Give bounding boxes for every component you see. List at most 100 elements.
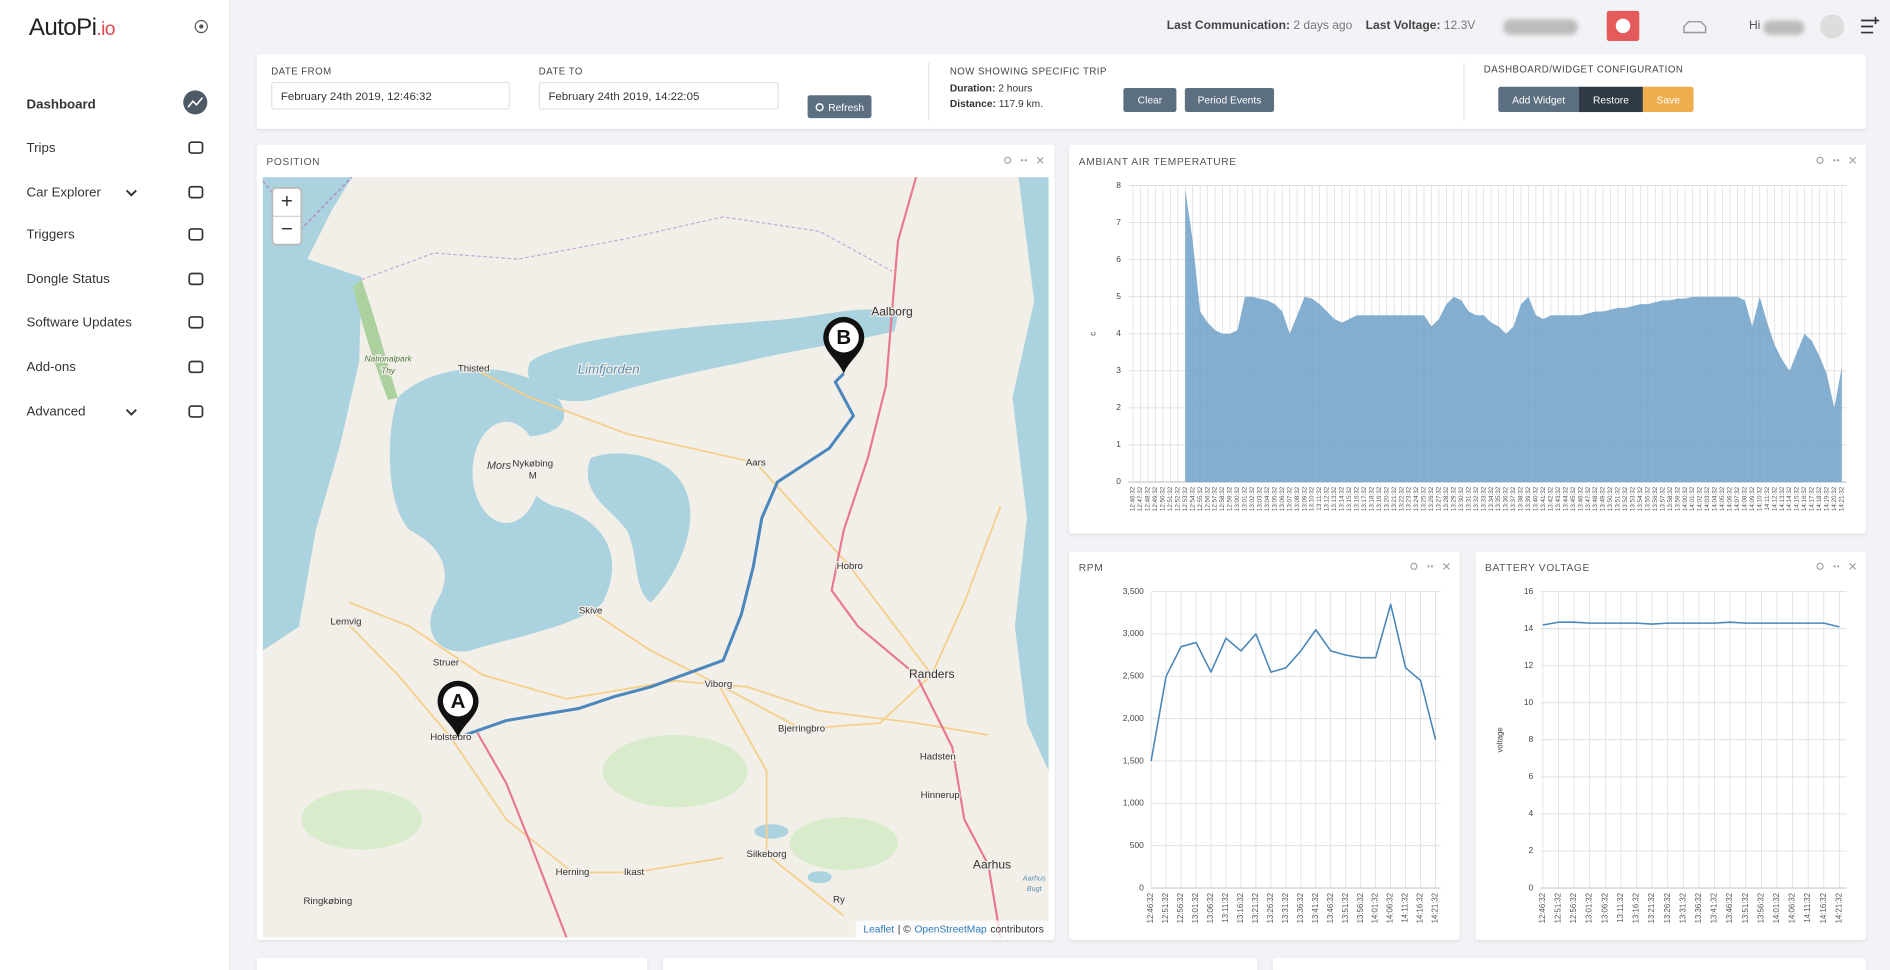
date-to-label: DATE TO (538, 66, 583, 78)
separator (1463, 62, 1465, 121)
forest (602, 735, 748, 808)
sidebar (0, 0, 230, 970)
place-label: Nationalpark (364, 353, 412, 363)
duration: Duration: 2 hours (950, 82, 1033, 94)
battery-widget (1475, 551, 1866, 940)
menu-button (1861, 16, 1880, 34)
national-park (353, 279, 398, 401)
greeting: Hi (1748, 19, 1761, 33)
place-label: Skive (579, 605, 603, 616)
place-label: Hobro (837, 561, 863, 572)
save-button[interactable]: Save (1642, 86, 1694, 113)
place-label: Thisted (458, 363, 490, 374)
place-label: Silkeborg (747, 849, 787, 860)
sea (262, 177, 362, 651)
attribution-part[interactable]: Leaflet (863, 924, 894, 935)
menu-item[interactable]: Advanced (26, 404, 86, 420)
menu-item[interactable]: Dongle Status (26, 272, 110, 287)
add-widget-button[interactable]: Add Widget (1498, 86, 1580, 113)
place-label: Ringkøbing (304, 896, 353, 907)
attribution: Leaflet | © OpenStreetMap contributors (863, 924, 1043, 935)
lake (754, 824, 789, 839)
attribution-part[interactable]: OpenStreetMap (914, 924, 987, 935)
zoom-out[interactable]: − (281, 218, 293, 241)
widget (256, 957, 648, 970)
road (717, 505, 1002, 730)
fjord (527, 309, 898, 402)
logo[interactable]: AutoPi.io (29, 14, 116, 42)
menu-item[interactable]: Triggers (26, 227, 75, 243)
date-from-label: DATE FROM (271, 66, 332, 78)
menu-item[interactable]: Add-ons (26, 360, 76, 375)
place-label: Lemvig (330, 616, 361, 627)
button-label: Save (1656, 93, 1680, 106)
route (457, 372, 855, 739)
place-label: Aars (746, 457, 766, 468)
value: 12.3V (1443, 19, 1476, 33)
menu-item[interactable]: Car Explorer (26, 185, 101, 201)
road (590, 610, 845, 917)
label: Distance: (949, 97, 996, 110)
motorway (830, 177, 1002, 938)
forest (301, 789, 422, 850)
place-label: Hadsten (920, 751, 956, 762)
trip-title: NOW SHOWING SPECIFIC TRIP (949, 66, 1107, 78)
map[interactable]: Aalborg Thisted Limfjorden Nationalpark Thy M… (262, 177, 1049, 938)
date-to-input[interactable]: February 24th 2019, 14:22:05 (538, 81, 779, 110)
restore-button[interactable]: Restore (1579, 86, 1643, 113)
widget-title: BATTERY VOLTAGE (1485, 561, 1590, 574)
refresh-icon (815, 102, 824, 111)
button-label: Period Events (1197, 93, 1262, 107)
date-from-input[interactable]: February 24th 2019, 12:46:32 (271, 81, 510, 110)
blurred-device[interactable] (1503, 19, 1578, 35)
place-label: Mors (487, 460, 512, 472)
menu-item[interactable]: Software Updates (26, 315, 132, 331)
widget-title: AMBIANT AIR TEMPERATURE (1078, 155, 1237, 168)
widget (662, 957, 1258, 970)
place-label: Struer (433, 657, 460, 668)
period-events-button[interactable]: Period Events (1184, 87, 1275, 113)
marker-inner (828, 322, 859, 353)
place-label: Holstebro (430, 732, 471, 743)
value: 2 days ago (1293, 19, 1353, 33)
marker-letter: B (836, 326, 851, 349)
place-label: Viborg (705, 679, 733, 690)
value: 117.9 km. (998, 97, 1044, 110)
car-icon (1683, 20, 1707, 34)
lake (807, 871, 832, 884)
border (361, 216, 893, 281)
menu-item[interactable]: Dashboard (26, 97, 96, 113)
place-label: Ikast (624, 867, 645, 878)
avatar (1820, 14, 1845, 39)
marker-inner (442, 686, 474, 717)
widget-title: RPM (1078, 561, 1104, 574)
zoom-in[interactable]: + (281, 190, 293, 213)
attribution-part: contributors (990, 924, 1043, 935)
clear-button[interactable]: Clear (1123, 87, 1177, 113)
marker-letter: A (451, 690, 466, 713)
sea (1012, 177, 1049, 772)
last-voltage: Last Voltage: 12.3V (1366, 19, 1476, 32)
label: Duration: (949, 81, 996, 94)
logo-suffix: .io (96, 19, 115, 40)
button-label: Clear (1137, 93, 1163, 107)
value: 2 hours (998, 81, 1033, 94)
widget (1272, 957, 1866, 970)
place-label: Herning (556, 867, 590, 878)
label: Last Communication: (1166, 19, 1291, 33)
widget-title: POSITION (266, 155, 321, 168)
blurred-user (1763, 20, 1805, 35)
refresh-button[interactable]: Refresh (807, 95, 872, 119)
config-title: DASHBOARD/WIDGET CONFIGURATION (1483, 63, 1684, 75)
road (345, 621, 724, 874)
menu-item[interactable]: Trips (26, 140, 56, 156)
button-label: Restore (1593, 93, 1629, 106)
road (473, 367, 933, 676)
rpm-widget (1069, 551, 1460, 940)
place-label: Randers (909, 667, 955, 681)
place-label: Nykøbing (512, 458, 553, 469)
button-label: Refresh (828, 100, 865, 113)
place-label: M (529, 471, 537, 482)
last-communication: Last Communication: 2 days ago (1167, 19, 1353, 32)
place-label: Limfjorden (578, 361, 640, 376)
